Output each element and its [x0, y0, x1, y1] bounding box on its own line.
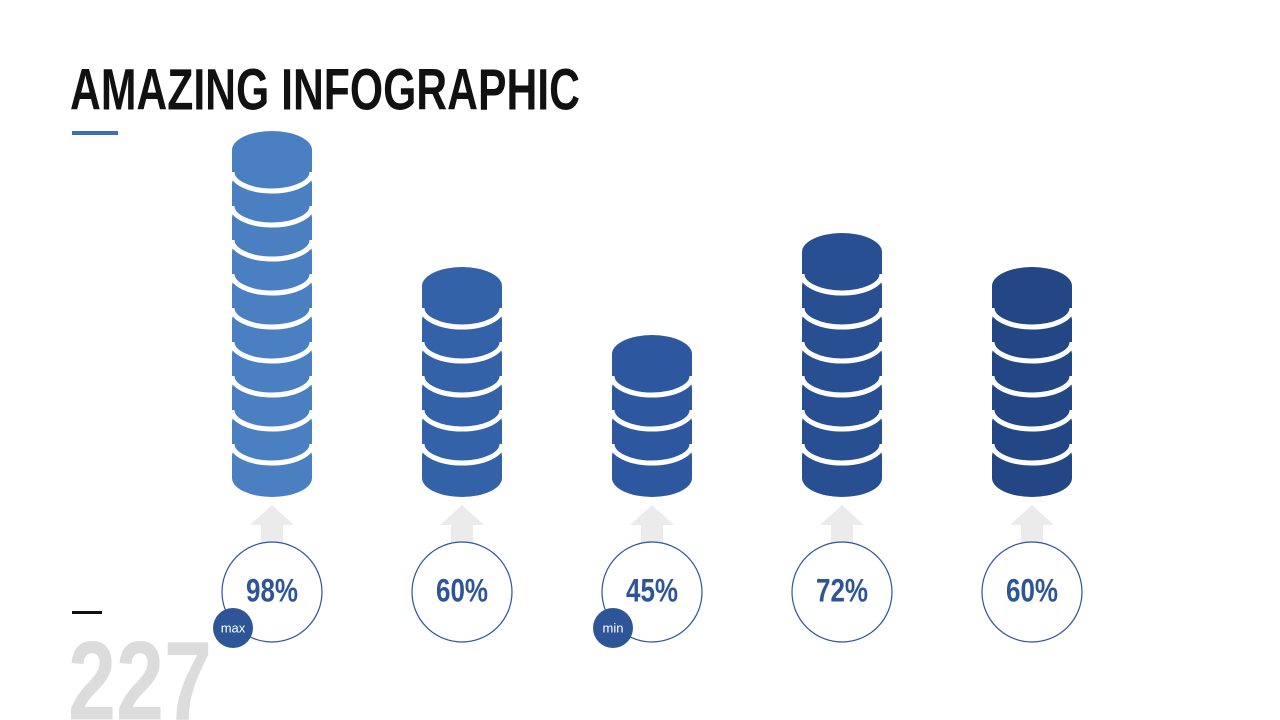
page-number: 227	[68, 619, 212, 720]
value-label: 60%	[1006, 572, 1058, 608]
coin-stack	[989, 267, 1075, 497]
badge-label: max	[221, 620, 246, 635]
coin-top	[232, 131, 312, 169]
arrow	[820, 505, 864, 545]
arrow	[630, 505, 674, 545]
value-ring	[981, 541, 1083, 643]
coin-stack	[229, 131, 315, 497]
page-dash	[72, 611, 102, 614]
coin-top	[802, 233, 882, 271]
badge	[213, 608, 253, 648]
arrow	[1010, 505, 1054, 545]
coin-stack	[799, 233, 885, 497]
coin-top	[612, 335, 692, 373]
value-ring	[411, 541, 513, 643]
arrow	[250, 505, 294, 545]
coin-top	[992, 267, 1072, 305]
arrow	[440, 505, 484, 545]
value-label: 60%	[436, 572, 488, 608]
coin-top	[422, 267, 502, 305]
value-label: 45%	[626, 572, 678, 608]
value-label: 98%	[246, 572, 298, 608]
badge-label: min	[603, 620, 624, 635]
slide-title: AMAZING INFOGRAPHIC	[70, 57, 580, 122]
value-label: 72%	[816, 572, 868, 608]
badge	[593, 608, 633, 648]
title-underline	[72, 131, 118, 135]
coin-stack	[419, 267, 505, 497]
coin-stack	[609, 335, 695, 497]
value-ring	[791, 541, 893, 643]
